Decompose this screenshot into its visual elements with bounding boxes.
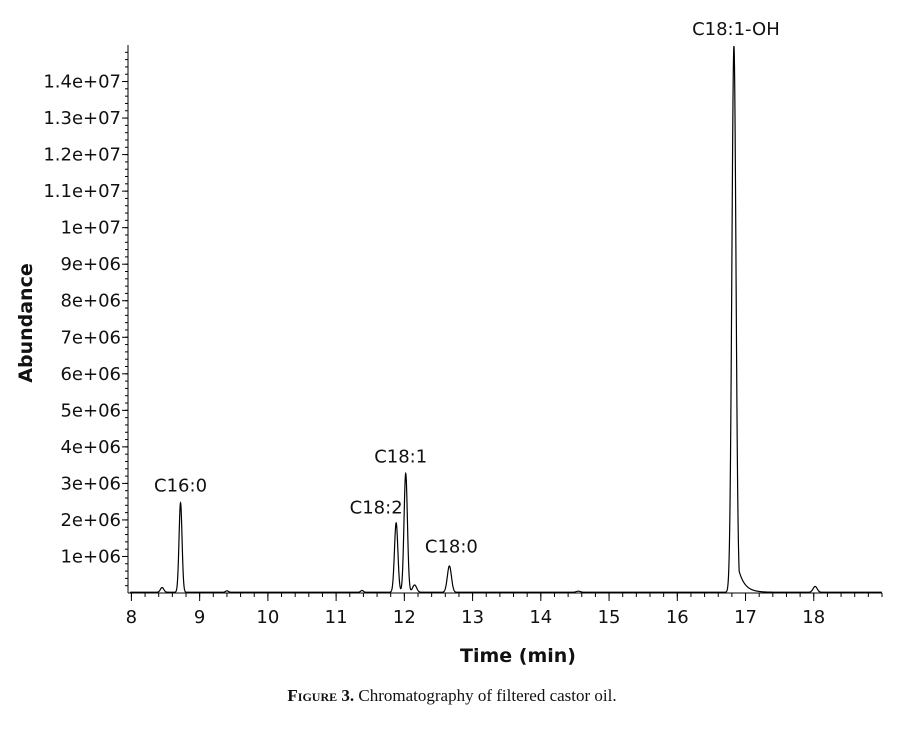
- peak-label: C18:0: [425, 537, 478, 558]
- y-tick-label: 6e+06: [60, 364, 121, 385]
- y-tick-label: 1e+07: [60, 218, 121, 239]
- x-tick-label: 9: [194, 607, 205, 628]
- peak-labels: C16:0 C18:2 C18:1 C18:0 C18:1-OH: [154, 19, 780, 558]
- x-tick-label: 13: [461, 607, 484, 628]
- figure-label: Figure 3.: [287, 686, 355, 705]
- x-axis-title: Time (min): [460, 645, 576, 667]
- peak-label: C18:2: [350, 498, 403, 519]
- y-tick-label: 4e+06: [60, 437, 121, 458]
- x-tick-label: 17: [734, 607, 757, 628]
- caption-text: Chromatography of filtered castor oil.: [354, 686, 617, 705]
- x-tick-label: 8: [126, 607, 137, 628]
- x-tick-label: 18: [802, 607, 825, 628]
- peak-label: C16:0: [154, 475, 207, 496]
- x-tick-label: 15: [598, 607, 621, 628]
- y-tick-label: 1.3e+07: [43, 108, 121, 129]
- y-tick-label: 3e+06: [60, 473, 121, 494]
- y-tick-label: 1.2e+07: [43, 145, 121, 166]
- peak-label: C18:1: [374, 446, 427, 467]
- y-tick-label: 1.1e+07: [43, 181, 121, 202]
- peak-label: C18:1-OH: [692, 19, 780, 40]
- chromatogram-chart: 1e+06 2e+06 3e+06 4e+06 5e+06 6e+06 7e+06 8e+06…: [15, 19, 883, 667]
- y-tick-label: 5e+06: [60, 400, 121, 421]
- x-tick-label: 11: [325, 607, 348, 628]
- x-axis: 8 9 10 11 12 13 14 15 16 17 18: [126, 592, 883, 628]
- y-tick-label: 7e+06: [60, 327, 121, 348]
- x-tick-label: 12: [393, 607, 416, 628]
- y-tick-label: 8e+06: [60, 291, 121, 312]
- x-tick-label: 10: [256, 607, 279, 628]
- y-tick-label: 9e+06: [60, 254, 121, 275]
- y-tick-label: 1.4e+07: [43, 72, 121, 93]
- x-tick-label: 14: [529, 607, 552, 628]
- chromatogram-trace: [130, 46, 882, 593]
- x-tick-label: 16: [666, 607, 689, 628]
- y-axis: 1e+06 2e+06 3e+06 4e+06 5e+06 6e+06 7e+06 8e+06…: [43, 45, 129, 593]
- y-tick-label: 2e+06: [60, 510, 121, 531]
- y-tick-label: 1e+06: [60, 546, 121, 567]
- figure-caption: Figure 3. Chromatography of filtered cas…: [0, 686, 904, 706]
- y-axis-title: Abundance: [15, 263, 37, 382]
